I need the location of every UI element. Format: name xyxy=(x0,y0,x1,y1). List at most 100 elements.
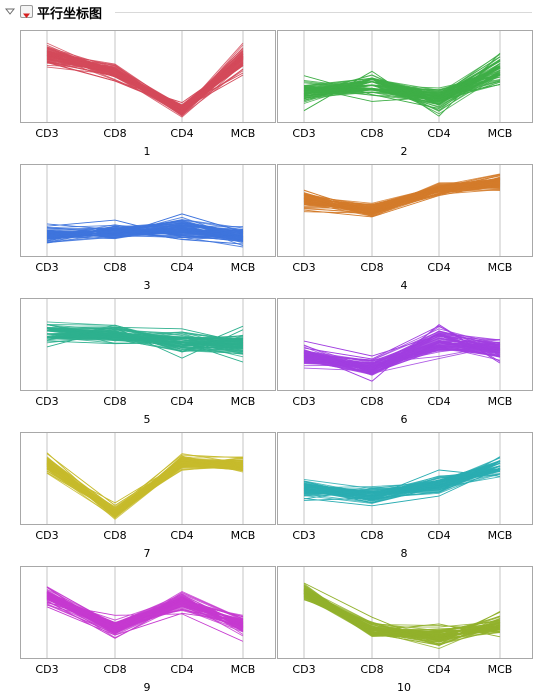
profile-lines xyxy=(303,324,501,382)
parallel-plot-10: CD3 CD8 CD4 MCB 10 xyxy=(277,566,533,694)
profile-line xyxy=(303,74,501,95)
profile-line xyxy=(303,587,501,635)
profile-line xyxy=(46,463,244,516)
parallel-plot-7: CD3 CD8 CD4 MCB 7 xyxy=(20,432,276,560)
profile-line-outlier xyxy=(303,84,501,102)
cluster-label: 7 xyxy=(144,547,151,560)
profile-line-outlier xyxy=(303,332,501,375)
profile-line-outlier xyxy=(46,606,244,636)
profile-line-outlier xyxy=(46,602,244,642)
axis-label-cd4: CD4 xyxy=(427,261,450,274)
profile-line-outlier xyxy=(303,466,501,500)
profile-line-outlier xyxy=(46,60,244,111)
profile-line-outlier xyxy=(46,453,244,506)
cluster-panel-1: CD3 CD8 CD4 MCB 1 xyxy=(20,30,276,162)
profile-line-outlier xyxy=(303,592,501,638)
profile-line xyxy=(46,57,244,116)
plot-frame xyxy=(20,164,276,257)
axis-label-cd3: CD3 xyxy=(292,663,315,676)
profile-line xyxy=(46,596,244,634)
cluster-panel-9: CD3 CD8 CD4 MCB 9 xyxy=(20,566,276,698)
profile-line xyxy=(46,223,244,247)
red-triangle-menu-icon[interactable] xyxy=(20,5,33,18)
axis-label-mcb: MCB xyxy=(488,663,513,676)
profile-line-outlier xyxy=(46,327,244,359)
profile-line-outlier xyxy=(303,467,501,507)
triangle-down-icon[interactable] xyxy=(4,5,16,17)
axis-label-cd8: CD8 xyxy=(360,395,383,408)
cluster-label: 2 xyxy=(401,145,408,158)
axis-label-cd8: CD8 xyxy=(360,261,383,274)
axis-label-cd8: CD8 xyxy=(360,663,383,676)
axis-label-cd8: CD8 xyxy=(360,529,383,542)
profile-lines xyxy=(303,173,501,218)
axis-label-cd3: CD3 xyxy=(35,127,58,140)
axis-label-cd8: CD8 xyxy=(103,395,126,408)
profile-line-outlier xyxy=(303,177,501,214)
profile-lines xyxy=(46,586,244,642)
cluster-label: 1 xyxy=(144,145,151,158)
axis-label-mcb: MCB xyxy=(488,395,513,408)
cluster-label: 8 xyxy=(401,547,408,560)
profile-line xyxy=(303,468,501,495)
profile-line-outlier xyxy=(46,213,244,236)
parallel-plot-2: CD3 CD8 CD4 MCB 2 xyxy=(277,30,533,158)
axis-label-mcb: MCB xyxy=(488,529,513,542)
report-title: 平行坐标图 xyxy=(37,7,103,22)
profile-line-outlier xyxy=(303,52,501,117)
profile-line xyxy=(303,457,501,493)
profile-lines xyxy=(46,213,244,248)
profile-line xyxy=(46,230,244,242)
profile-line xyxy=(303,597,501,645)
cluster-label: 4 xyxy=(401,279,408,292)
profile-line xyxy=(46,464,244,514)
cluster-label: 9 xyxy=(144,681,151,694)
profile-lines xyxy=(46,42,244,118)
axis-label-mcb: MCB xyxy=(231,529,256,542)
cluster-label: 3 xyxy=(144,279,151,292)
axis-label-cd3: CD3 xyxy=(292,261,315,274)
profile-line xyxy=(46,54,244,108)
profile-line-outlier xyxy=(46,452,244,516)
axis-label-cd8: CD8 xyxy=(103,529,126,542)
cluster-panel-2: CD3 CD8 CD4 MCB 2 xyxy=(277,30,533,162)
header-divider xyxy=(115,12,532,13)
profile-line xyxy=(46,456,244,520)
cluster-label: 10 xyxy=(397,681,411,694)
plot-frame xyxy=(277,566,533,659)
profile-line xyxy=(303,59,501,104)
cluster-label: 6 xyxy=(401,413,408,426)
parallel-plot-1: CD3 CD8 CD4 MCB 1 xyxy=(20,30,276,158)
profile-line-outlier xyxy=(46,227,244,245)
profile-line xyxy=(46,459,244,514)
axis-label-cd3: CD3 xyxy=(292,529,315,542)
profile-line-outlier xyxy=(303,325,501,362)
axis-label-cd8: CD8 xyxy=(103,663,126,676)
axis-label-cd4: CD4 xyxy=(170,127,193,140)
profile-line-outlier xyxy=(303,184,501,218)
axis-label-cd4: CD4 xyxy=(427,395,450,408)
parallel-plot-8: CD3 CD8 CD4 MCB 8 xyxy=(277,432,533,560)
profile-lines xyxy=(303,582,501,649)
profile-lines xyxy=(303,456,501,507)
profile-lines xyxy=(46,452,244,520)
cluster-panel-4: CD3 CD8 CD4 MCB 4 xyxy=(277,164,533,296)
profile-line xyxy=(46,326,244,344)
plot-frame xyxy=(277,432,533,525)
cluster-panel-3: CD3 CD8 CD4 MCB 3 xyxy=(20,164,276,296)
cluster-panel-10: CD3 CD8 CD4 MCB 10 xyxy=(277,566,533,698)
profile-lines xyxy=(303,52,501,117)
profile-line-outlier xyxy=(303,173,501,210)
axis-label-cd3: CD3 xyxy=(292,395,315,408)
axis-label-mcb: MCB xyxy=(488,261,513,274)
axis-label-cd3: CD3 xyxy=(35,529,58,542)
cluster-panel-5: CD3 CD8 CD4 MCB 5 xyxy=(20,298,276,430)
axis-label-cd3: CD3 xyxy=(35,395,58,408)
axis-label-cd3: CD3 xyxy=(35,261,58,274)
report-header: 平行坐标图 xyxy=(0,0,536,24)
axis-label-cd4: CD4 xyxy=(170,261,193,274)
axis-label-cd8: CD8 xyxy=(103,127,126,140)
parallel-plot-5: CD3 CD8 CD4 MCB 5 xyxy=(20,298,276,426)
profile-line-outlier xyxy=(303,456,501,501)
profile-line xyxy=(46,598,244,629)
